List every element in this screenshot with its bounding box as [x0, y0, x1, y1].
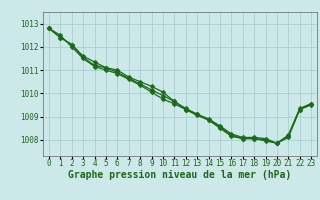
- X-axis label: Graphe pression niveau de la mer (hPa): Graphe pression niveau de la mer (hPa): [68, 170, 292, 180]
